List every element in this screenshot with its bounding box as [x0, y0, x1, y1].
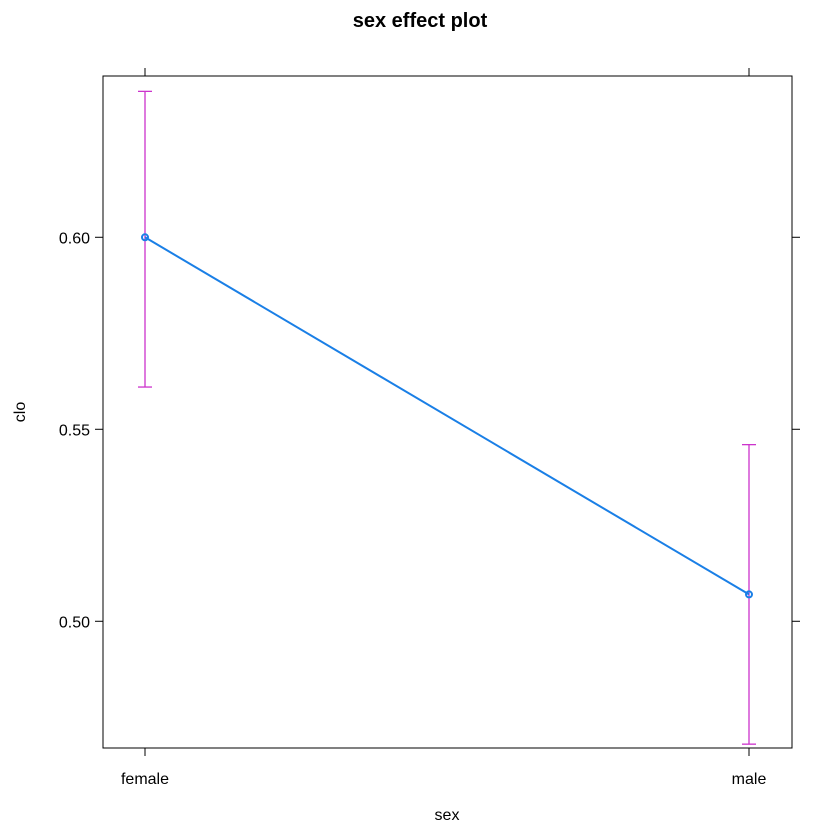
- y-axis-label: clo: [12, 402, 29, 423]
- x-tick-label-female: female: [121, 771, 169, 788]
- plot-frame: [102, 75, 793, 749]
- y-tick-label-0.55: 0.55: [59, 422, 90, 439]
- y-tick-label-0.50: 0.50: [59, 614, 90, 631]
- marks-layer: [138, 90, 756, 745]
- x-tick-label-male: male: [732, 771, 767, 788]
- ticks-layer: female male 0.50 0.55 0.60: [59, 68, 800, 788]
- effect-point-female: [141, 233, 149, 242]
- effect-line: [144, 236, 750, 596]
- y-tick-label-0.60: 0.60: [59, 230, 90, 247]
- chart-title: sex effect plot: [353, 10, 488, 32]
- x-axis-label: sex: [435, 807, 460, 824]
- effect-point-male: [745, 590, 753, 599]
